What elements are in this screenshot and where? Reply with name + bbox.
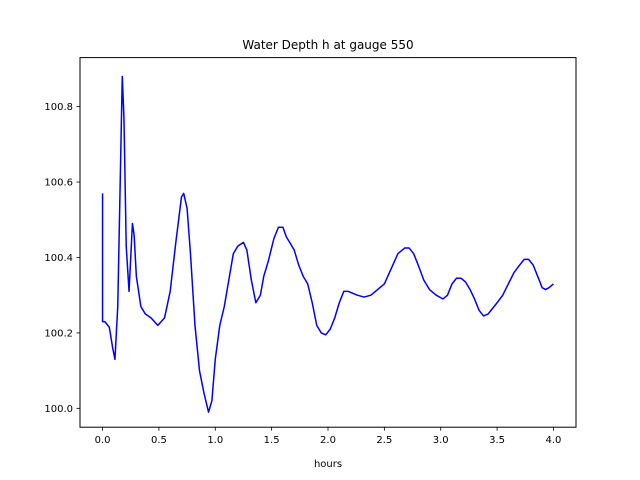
x-tick-label: 2.5 — [376, 435, 392, 446]
x-tick-label: 0.5 — [151, 435, 167, 446]
y-tick-label: 100.2 — [44, 328, 73, 339]
x-tick-label: 1.5 — [264, 435, 280, 446]
y-tick-label: 100.8 — [44, 102, 73, 113]
x-axis-label: hours — [314, 459, 342, 470]
x-tick-label: 4.0 — [546, 435, 562, 446]
series-line-0 — [101, 75, 554, 413]
plot-area — [101, 75, 554, 413]
x-tick-label: 3.0 — [433, 435, 449, 446]
y-tick-label: 100.0 — [44, 404, 73, 415]
x-tick-label: 2.0 — [320, 435, 336, 446]
axis-ticks: 0.0 0.5 1.0 1.5 2.0 2.5 3.0 3.5 4.0 100.0 100.2 100… — [44, 102, 561, 446]
y-tick-label: 100.4 — [44, 253, 73, 264]
y-tick-label: 100.6 — [44, 178, 73, 189]
x-tick-label: 3.5 — [489, 435, 505, 446]
x-tick-label: 0.0 — [95, 435, 111, 446]
x-tick-label: 1.0 — [207, 435, 223, 446]
plot-frame — [79, 57, 577, 428]
chart-title: Water Depth h at gauge 550 — [242, 38, 413, 52]
